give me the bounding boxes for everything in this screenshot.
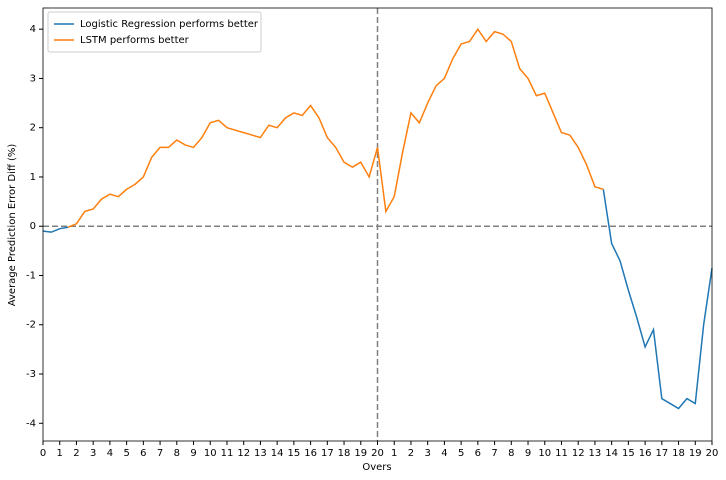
x-tick-label: 18 [338, 448, 351, 459]
x-tick-label: 1 [391, 448, 397, 459]
x-tick-label: 13 [589, 448, 602, 459]
x-tick-label: 3 [90, 448, 96, 459]
x-tick-label: 16 [304, 448, 317, 459]
x-tick-label: 0 [40, 448, 46, 459]
y-tick-label: -1 [26, 270, 36, 281]
x-tick-label: 20 [371, 448, 384, 459]
legend-box [47, 11, 262, 53]
x-tick-label: 14 [605, 448, 618, 459]
line-series [42, 226, 69, 233]
x-tick-label: 5 [458, 448, 464, 459]
x-tick-label: 19 [354, 448, 367, 459]
x-tick-label: 10 [204, 448, 217, 459]
x-tick-label: 3 [424, 448, 430, 459]
legend-label: Logistic Regression performs better [80, 19, 259, 30]
x-tick-label: 4 [107, 448, 113, 459]
line-series [67, 27, 604, 228]
y-tick-label: 3 [30, 73, 36, 84]
x-tick-label: 15 [622, 448, 635, 459]
x-tick-label: 8 [508, 448, 514, 459]
x-tick-label: 12 [237, 448, 250, 459]
y-tick-label: 2 [30, 123, 36, 134]
y-tick-label: 4 [30, 24, 36, 35]
y-tick-label: -2 [26, 320, 36, 331]
y-tick-label: 1 [30, 172, 36, 183]
y-tick-label: -3 [26, 369, 36, 380]
x-tick-label: 13 [254, 448, 267, 459]
x-tick-label: 7 [491, 448, 497, 459]
y-axis-label: Average Prediction Error Diff (%) [7, 144, 18, 307]
x-tick-label: 7 [157, 448, 163, 459]
x-tick-label: 10 [538, 448, 551, 459]
x-tick-label: 9 [525, 448, 531, 459]
x-tick-label: 12 [572, 448, 585, 459]
x-tick-label: 18 [672, 448, 685, 459]
x-tick-label: 16 [639, 448, 652, 459]
x-tick-label: 6 [140, 448, 146, 459]
legend-label: LSTM performs better [80, 35, 190, 46]
x-tick-label: 11 [555, 448, 568, 459]
x-axis-label: Overs [362, 462, 391, 473]
x-tick-label: 5 [123, 448, 129, 459]
x-tick-label: 15 [288, 448, 301, 459]
plot-frame [42, 7, 713, 442]
y-tick-label: -4 [26, 418, 36, 429]
y-tick-label: 0 [30, 221, 36, 232]
x-tick-label: 17 [655, 448, 668, 459]
x-tick-label: 14 [271, 448, 284, 459]
x-tick-label: 8 [174, 448, 180, 459]
x-tick-label: 1 [57, 448, 63, 459]
x-tick-label: 11 [221, 448, 234, 459]
x-tick-label: 2 [408, 448, 414, 459]
x-tick-label: 2 [73, 448, 79, 459]
line-series [602, 189, 713, 410]
x-tick-label: 4 [441, 448, 447, 459]
x-tick-label: 9 [190, 448, 196, 459]
x-tick-label: 6 [475, 448, 481, 459]
x-tick-label: 17 [321, 448, 334, 459]
x-tick-label: 19 [689, 448, 702, 459]
x-tick-label: 20 [706, 448, 719, 459]
